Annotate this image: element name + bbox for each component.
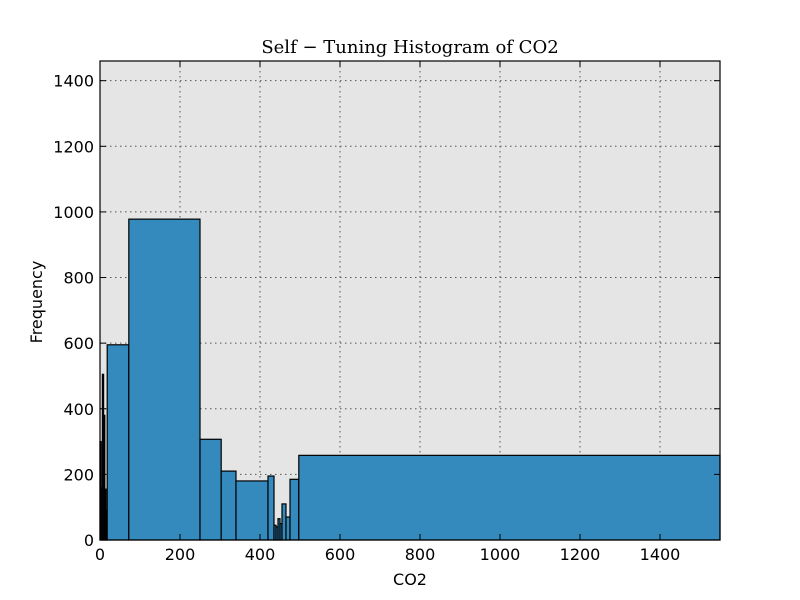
- histogram-bar: [267, 475, 275, 541]
- x-tick-label: 200: [165, 545, 196, 564]
- y-tick-label: 600: [63, 334, 94, 353]
- axis-ticks: [99, 61, 720, 541]
- histogram-bar: [128, 218, 201, 541]
- histogram-bar: [220, 470, 237, 541]
- x-tick-label: 1000: [480, 545, 521, 564]
- y-tick-label: 200: [63, 465, 94, 484]
- y-tick-label: 1400: [53, 72, 94, 91]
- y-tick-label: 1200: [53, 137, 94, 156]
- histogram-bar: [106, 344, 130, 541]
- y-tick-label: 0: [84, 531, 94, 550]
- chart-title: Self − Tuning Histogram of CO2: [261, 37, 558, 58]
- y-tick-label: 800: [63, 269, 94, 288]
- histogram-bar: [199, 438, 222, 541]
- x-axis-label: CO2: [393, 570, 427, 589]
- x-tick-label: 0: [95, 545, 105, 564]
- histogram-bar: [281, 503, 287, 541]
- x-tick-label: 400: [245, 545, 276, 564]
- y-tick-label: 1000: [53, 203, 94, 222]
- plot-frame: [99, 60, 721, 541]
- x-tick-label: 1200: [560, 545, 601, 564]
- y-axis-label: Frequency: [27, 261, 46, 344]
- x-tick-label: 800: [405, 545, 436, 564]
- x-tick-label: 1400: [640, 545, 681, 564]
- tick-labels: 0 200 400 600 800 1000 1200 1400 0 200 400 600 800 10…: [53, 72, 680, 564]
- histogram-bar: [235, 480, 269, 541]
- y-tick-label: 400: [63, 400, 94, 419]
- histogram-bar: [298, 454, 721, 541]
- histogram-bar: [289, 478, 300, 541]
- x-tick-label: 600: [325, 545, 356, 564]
